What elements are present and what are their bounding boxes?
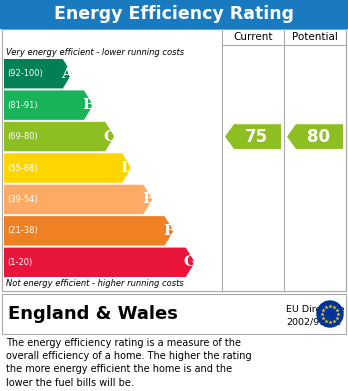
Text: G: G	[184, 255, 197, 269]
Bar	[0, 0, 348, 28]
Polygon shape	[4, 185, 152, 214]
Text: England & Wales: England & Wales	[8, 305, 178, 323]
Text: Potential: Potential	[292, 32, 338, 42]
Text: 80: 80	[307, 127, 330, 145]
Polygon shape	[225, 124, 281, 149]
Text: (92-100): (92-100)	[7, 69, 43, 78]
Text: (1-20): (1-20)	[7, 258, 32, 267]
Text: (81-91): (81-91)	[7, 100, 38, 109]
Text: B: B	[82, 98, 95, 112]
Text: Energy Efficiency Rating: Energy Efficiency Rating	[54, 5, 294, 23]
Polygon shape	[4, 90, 93, 120]
Polygon shape	[4, 248, 195, 277]
Text: (39-54): (39-54)	[7, 195, 38, 204]
Bar	[2, 294, 346, 334]
Text: E: E	[142, 192, 154, 206]
Text: 2002/91/EC: 2002/91/EC	[286, 317, 341, 326]
Text: Current: Current	[233, 32, 273, 42]
Polygon shape	[4, 122, 114, 151]
Polygon shape	[4, 59, 72, 88]
Text: A: A	[61, 67, 73, 81]
Polygon shape	[287, 124, 343, 149]
Text: (55-68): (55-68)	[7, 163, 38, 172]
Circle shape	[317, 301, 343, 327]
Text: Very energy efficient - lower running costs: Very energy efficient - lower running co…	[6, 48, 184, 57]
Text: (69-80): (69-80)	[7, 132, 38, 141]
Text: D: D	[120, 161, 133, 175]
Polygon shape	[4, 216, 174, 246]
Text: F: F	[164, 224, 175, 238]
Text: The energy efficiency rating is a measure of the
overall efficiency of a home. T: The energy efficiency rating is a measur…	[6, 338, 252, 387]
Polygon shape	[4, 153, 131, 183]
Text: Not energy efficient - higher running costs: Not energy efficient - higher running co…	[6, 279, 184, 288]
Text: 75: 75	[244, 127, 268, 145]
Bar	[2, 29, 346, 291]
Text: C: C	[104, 129, 116, 143]
Text: EU Directive: EU Directive	[286, 305, 345, 314]
Text: (21-38): (21-38)	[7, 226, 38, 235]
